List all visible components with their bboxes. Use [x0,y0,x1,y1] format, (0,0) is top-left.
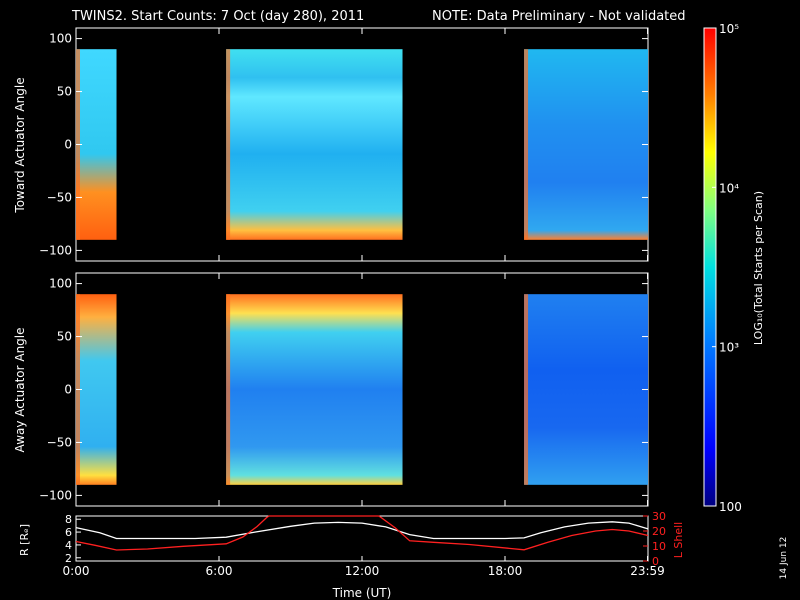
orbit-right-ylabel: L Shell [672,522,685,558]
away-data-segment-1 [76,294,117,485]
away-ytick-label: 50 [57,330,72,344]
away-heatmap-panel: 100 50 0 −50 −100 [39,272,649,507]
orbit-left-ylabel: R [Rₑ] [18,524,31,556]
toward-ytick-label: 100 [49,32,72,46]
date-stamp: 14 Jun 12 [779,537,789,580]
toward-ytick-label: 50 [57,85,72,99]
away-ytick-label: 100 [49,277,72,291]
colorbar-tick-label: 10⁴ [719,181,739,195]
toward-ylabel: Toward Actuator Angle [13,77,27,213]
away-segment-edge-2 [226,294,231,485]
colorbar-tick-label: 100 [719,500,742,514]
colorbar: 10⁵ 10⁴ 10³ 100 [703,22,742,514]
away-data-segment-3 [524,294,648,485]
colorbar-label: LOG₁₀(Total Starts per Scan) [752,191,765,345]
orbit-right-tick-label: 20 [652,525,666,538]
toward-data-segment-2 [226,49,403,240]
away-segment-edge-3 [524,294,529,485]
preliminary-note: NOTE: Data Preliminary - Not validated [432,9,686,24]
orbit-right-tick-label: 0 [652,555,659,568]
colorbar-tick-label: 10³ [719,341,739,355]
orbit-left-tick-label: 8 [65,513,72,526]
radius-line [75,521,649,540]
orbit-xtick-label: 18:00 [488,564,523,578]
away-data-segment-2 [226,294,403,485]
orbit-left-tick-label: 4 [65,539,72,552]
orbit-xtick-label: 0:00 [63,564,90,578]
chart-title: TWINS2. Start Counts: 7 Oct (day 280), 2… [71,9,364,24]
toward-data-segment-3 [524,49,648,240]
orbit-right-tick-label: 30 [652,510,666,523]
lshell-line [75,515,649,551]
toward-data-segment-1 [76,49,117,240]
toward-segment-edge-2 [226,49,231,240]
toward-heatmap-panel: 100 50 0 −50 −100 [39,27,649,262]
orbit-right-tick-label: 10 [652,540,666,553]
toward-segment-edge-3 [524,49,529,240]
away-ytick-label: 0 [64,383,72,397]
x-axis-label: Time (UT) [332,586,392,600]
orbit-left-tick-label: 6 [65,526,72,539]
toward-ytick-label: −50 [47,190,72,204]
orbit-xtick-label: 23:59 [630,564,665,578]
toward-ytick-label: 0 [64,138,72,152]
away-ytick-label: −100 [39,488,72,502]
away-ytick-label: −50 [47,435,72,449]
orbit-left-tick-label: 2 [65,552,72,565]
colorbar-tick-label: 10⁵ [719,22,739,36]
toward-ytick-label: −100 [39,243,72,257]
orbit-xtick-label: 6:00 [206,564,233,578]
orbit-xtick-label: 12:00 [345,564,380,578]
away-ylabel: Away Actuator Angle [13,327,27,452]
colorbar-gradient [703,27,717,507]
